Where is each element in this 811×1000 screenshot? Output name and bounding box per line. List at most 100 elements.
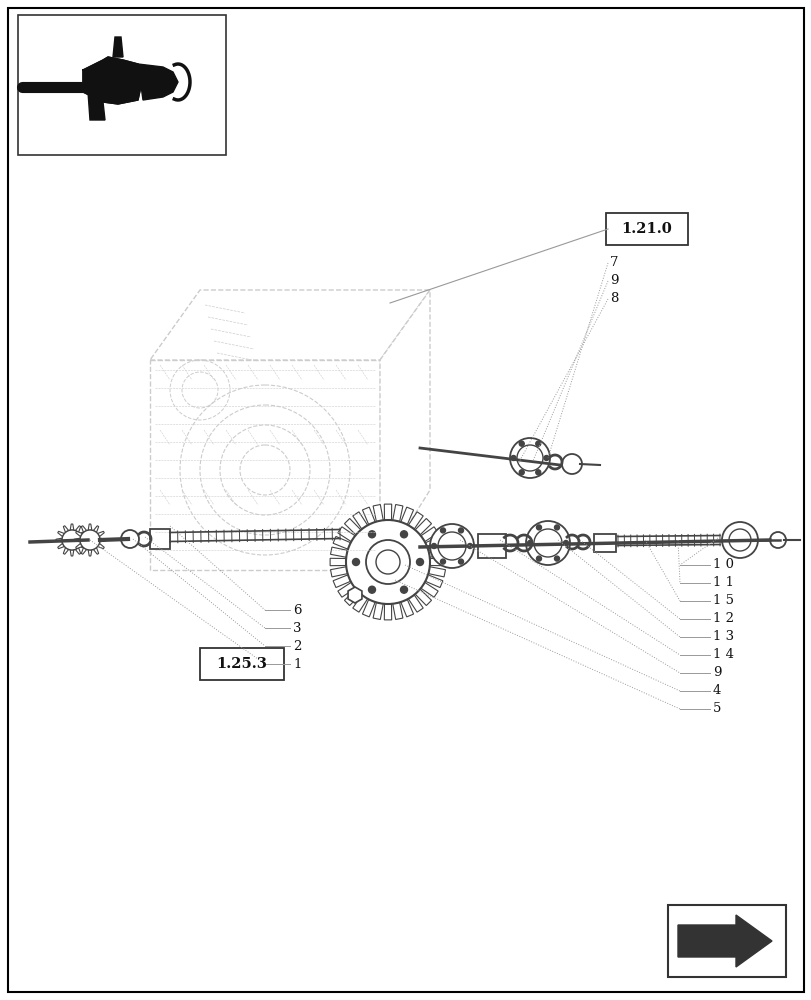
Text: 9: 9 [712,666,721,680]
Polygon shape [75,526,80,532]
Circle shape [536,525,541,530]
Polygon shape [88,92,105,120]
Polygon shape [677,915,771,967]
Text: 1 0: 1 0 [712,558,733,572]
Polygon shape [63,548,69,554]
Polygon shape [401,599,413,617]
Polygon shape [81,548,87,554]
Polygon shape [420,527,438,542]
Circle shape [431,544,436,548]
Circle shape [728,529,750,551]
Polygon shape [428,547,445,557]
Polygon shape [348,587,362,603]
Polygon shape [330,567,347,577]
Polygon shape [380,290,430,570]
Text: 1 5: 1 5 [712,594,733,607]
Polygon shape [372,505,383,522]
Polygon shape [56,538,62,542]
Polygon shape [79,543,86,549]
Polygon shape [352,595,367,612]
Polygon shape [428,567,445,577]
Circle shape [543,456,548,460]
Polygon shape [81,526,87,532]
Text: 1 4: 1 4 [712,648,733,662]
Polygon shape [88,550,92,556]
Polygon shape [333,575,350,588]
Bar [478,534,505,558]
Text: 3: 3 [293,621,301,635]
Circle shape [769,532,785,548]
Polygon shape [70,550,74,556]
FancyBboxPatch shape [605,213,687,245]
Text: 8: 8 [609,292,618,306]
Polygon shape [330,558,345,566]
Text: 1.21.0: 1.21.0 [621,222,672,236]
Circle shape [345,520,430,604]
Text: 1 1: 1 1 [712,576,733,589]
Polygon shape [425,536,442,549]
Circle shape [561,454,581,474]
Polygon shape [63,526,69,532]
Polygon shape [97,531,104,537]
Polygon shape [414,589,431,606]
Polygon shape [75,543,82,549]
Circle shape [352,558,359,566]
Text: 2: 2 [293,640,301,652]
Circle shape [526,521,569,565]
Polygon shape [408,595,423,612]
Circle shape [517,445,543,471]
Circle shape [536,556,541,561]
Text: 5: 5 [712,702,720,716]
Circle shape [527,540,532,546]
Polygon shape [429,558,445,566]
Polygon shape [150,360,380,570]
Polygon shape [74,538,80,542]
Circle shape [518,441,524,446]
Circle shape [534,529,561,557]
Polygon shape [70,524,74,530]
Circle shape [721,522,757,558]
Polygon shape [75,531,82,537]
Circle shape [535,470,540,475]
FancyBboxPatch shape [200,648,284,680]
Polygon shape [93,548,99,554]
Polygon shape [337,582,354,597]
Circle shape [375,550,400,574]
Text: 6: 6 [293,603,301,616]
Polygon shape [93,526,99,532]
Bar [150,529,169,549]
Text: 9: 9 [609,274,618,288]
Polygon shape [337,527,354,542]
Text: 1.25.3: 1.25.3 [217,657,267,671]
Circle shape [80,530,100,550]
Text: 1 2: 1 2 [712,612,733,626]
Polygon shape [58,543,64,549]
Circle shape [62,530,82,550]
Polygon shape [408,512,423,529]
Polygon shape [58,531,64,537]
Polygon shape [150,290,430,360]
Circle shape [563,540,568,546]
Polygon shape [82,538,88,542]
Circle shape [509,438,549,478]
Circle shape [437,532,466,560]
Circle shape [430,524,474,568]
Circle shape [458,559,463,564]
Circle shape [366,540,410,584]
Polygon shape [393,602,402,619]
Polygon shape [384,504,391,520]
Circle shape [554,556,559,561]
Text: 7: 7 [609,256,618,269]
Circle shape [400,531,407,538]
Polygon shape [414,518,431,535]
Circle shape [510,456,515,460]
Polygon shape [372,602,383,619]
Polygon shape [88,524,92,530]
Circle shape [518,470,524,475]
Circle shape [400,586,407,593]
Polygon shape [113,37,122,57]
Bar [18,15,225,155]
Circle shape [440,528,445,533]
Polygon shape [401,507,413,525]
Circle shape [121,530,139,548]
